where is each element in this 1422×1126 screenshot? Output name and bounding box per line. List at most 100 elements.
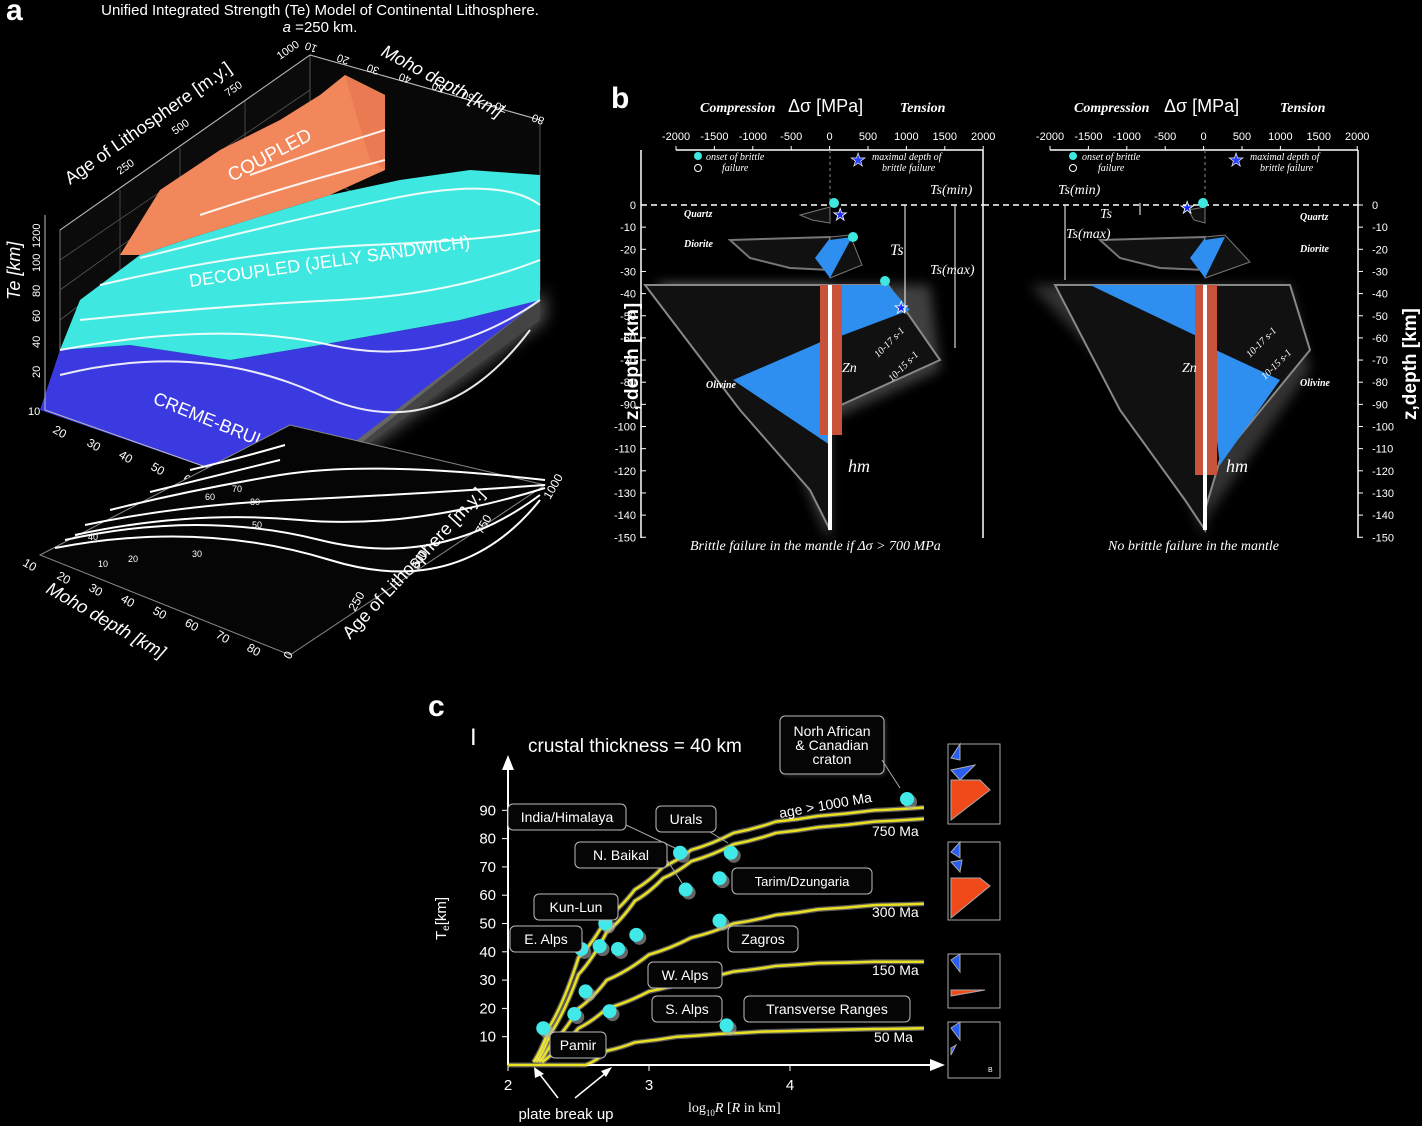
b-ylabel-right: z,depth [km] bbox=[1400, 308, 1421, 420]
te-tick: 10 bbox=[28, 406, 40, 418]
b-y-tick-label-right: -70 bbox=[1372, 355, 1388, 367]
contour-label: 60 bbox=[205, 492, 215, 502]
b-y-tick-label-right: -120 bbox=[1372, 466, 1394, 478]
b-y-tick-label-right: -130 bbox=[1372, 488, 1394, 500]
age-tick-top: 500 bbox=[170, 117, 192, 137]
c-data-point bbox=[723, 845, 738, 860]
b-legend-onset-r: onset of brittle bbox=[1082, 152, 1141, 163]
b-y-tick-label: -120 bbox=[614, 466, 636, 478]
b-y-tick-label: -80 bbox=[620, 377, 636, 389]
c-data-point bbox=[610, 941, 625, 956]
c-data-point bbox=[712, 871, 727, 886]
b-legend-max2: brittle failure bbox=[882, 163, 936, 174]
c-y-tick-label: 40 bbox=[479, 944, 496, 961]
b-r-ts-max: Ts(max) bbox=[1066, 227, 1111, 242]
moho-tick-top: 50 bbox=[430, 79, 446, 94]
c-data-point bbox=[712, 913, 727, 928]
b-y-tick-label-right: -10 bbox=[1372, 222, 1388, 234]
b-x-tick-label: 2000 bbox=[1345, 131, 1369, 143]
b-y-tick-label: -70 bbox=[620, 355, 636, 367]
region-coupled bbox=[120, 75, 385, 255]
chart-a-subtitle: a =250 km. bbox=[40, 19, 600, 36]
curve-label-50: 50 Ma bbox=[874, 1029, 913, 1045]
c-ticks: 2 3 4 10 20 30 40 50 60 70 80 90 bbox=[479, 802, 794, 1094]
base-contours bbox=[54, 444, 546, 573]
b-right-envelope: ★ bbox=[1030, 198, 1312, 540]
c-y-tick-label: 60 bbox=[479, 887, 496, 904]
age-tick-top: 250 bbox=[115, 157, 137, 177]
c-x-tick-label: 2 bbox=[504, 1077, 512, 1094]
callout-craton-1: Norh African bbox=[793, 723, 870, 739]
curve-label-150: 150 Ma bbox=[872, 962, 919, 978]
b-x-tick-label: -1000 bbox=[1113, 131, 1141, 143]
b-y-tick-label-right: -90 bbox=[1372, 399, 1388, 411]
c-y-tick-label: 90 bbox=[479, 802, 496, 819]
b-caption-left: Brittle failure in the mantle if Δσ > 70… bbox=[690, 539, 941, 554]
b-r-hm: hm bbox=[1226, 456, 1248, 476]
b-y-ticks: 0 0 -10 -10 -20 -20 -30 -30 -40 -40 -50 -50 -60 -60 -7… bbox=[614, 200, 1394, 544]
b-right-delta-sigma: Δσ [MPa] bbox=[1164, 96, 1239, 116]
c-data-point bbox=[592, 939, 607, 954]
region-creme-brulee bbox=[40, 300, 540, 495]
b-x-tick-label: 1000 bbox=[1268, 131, 1292, 143]
c-data-point bbox=[678, 882, 693, 897]
callout-baikal: N. Baikal bbox=[593, 847, 649, 863]
b-y-tick-label-right: -80 bbox=[1372, 377, 1388, 389]
c-data-point bbox=[578, 984, 593, 999]
b-r-label-diorite: Diorite bbox=[1299, 244, 1329, 255]
chart-a-subtitle-rest: =250 km. bbox=[291, 19, 358, 36]
b-x-tick-label: 2000 bbox=[971, 131, 995, 143]
b-legend-star: ★ bbox=[850, 150, 866, 170]
c-series-line bbox=[532, 806, 925, 1063]
moho-ticks-top: 10 20 30 40 50 60 70 80 bbox=[303, 39, 546, 126]
b-ylabel-left: z, depth [km] bbox=[622, 303, 643, 420]
contour-label: 80 bbox=[250, 497, 260, 507]
svg-text:★: ★ bbox=[833, 207, 847, 224]
b-y-tick-label: -30 bbox=[620, 266, 636, 278]
age-tick-base: 1000 bbox=[540, 471, 566, 501]
callout-walps: W. Alps bbox=[662, 967, 709, 983]
b-y-tick-label: -20 bbox=[620, 244, 636, 256]
c-y-tick-label: 50 bbox=[479, 916, 496, 933]
moho-tick-base: 60 bbox=[183, 615, 202, 634]
svg-text:★: ★ bbox=[894, 300, 908, 317]
b-y-tick-label: -110 bbox=[615, 444, 636, 456]
c-data-point bbox=[567, 1007, 582, 1022]
moho-tick-top: 40 bbox=[397, 70, 413, 85]
b-y-tick-label: -100 bbox=[614, 422, 636, 434]
contour-label: 40 bbox=[88, 532, 98, 542]
b-y-tick-label-right: -20 bbox=[1372, 244, 1388, 256]
callout-transverse: Transverse Ranges bbox=[766, 1001, 888, 1017]
b-left-envelope: ★ ★ bbox=[642, 198, 942, 540]
moho-tick-top: 70 bbox=[493, 99, 509, 114]
b-y-tick-label: -130 bbox=[614, 488, 636, 500]
b-caption-right: No brittle failure in the mantle bbox=[1107, 539, 1279, 554]
c-breakup-label: plate break up bbox=[518, 1106, 613, 1123]
callout-pamir: Pamir bbox=[560, 1037, 597, 1053]
c-data-point bbox=[629, 927, 644, 942]
b-x-ticks: -2000 -1500 -1000 -500 0 500 1000 1500 2000 -2000… bbox=[662, 131, 1369, 150]
b-r-label-olivine: Olivine bbox=[1300, 378, 1331, 389]
c-y-tick-label: 80 bbox=[479, 831, 496, 848]
b-legend-star-r: ★ bbox=[1228, 150, 1244, 170]
moho-tick-base: 30 bbox=[87, 580, 106, 599]
moho-tick-top: 60 bbox=[460, 88, 476, 103]
b-legend-max2-r: brittle failure bbox=[1260, 163, 1314, 174]
moho-tick-front: 50 bbox=[149, 459, 168, 478]
c-insets: B bbox=[947, 742, 1001, 1079]
c-y-tick-label: 20 bbox=[479, 1000, 496, 1017]
b-right-tension: Tension bbox=[1280, 101, 1326, 116]
b-y-tick-label: 0 bbox=[630, 200, 636, 212]
te-tick: 80 bbox=[31, 285, 43, 297]
surface-contours bbox=[59, 129, 541, 414]
b-x-tick-label: 0 bbox=[1201, 131, 1207, 143]
c-xlabel: log10R [R in km] bbox=[688, 1101, 781, 1118]
b-x-tick-label: -1500 bbox=[1074, 131, 1102, 143]
b-y-tick-label-right: -150 bbox=[1372, 532, 1394, 544]
callout-salps: S. Alps bbox=[665, 1001, 709, 1017]
panel-label-b: b bbox=[611, 82, 630, 115]
c-inset-letter: B bbox=[988, 1067, 993, 1074]
chart-a-title: Unified Integrated Strength (Te) Model o… bbox=[40, 2, 600, 36]
b-y-tick-label: -10 bbox=[620, 222, 636, 234]
b-ts-min: Ts(min) bbox=[930, 183, 973, 198]
